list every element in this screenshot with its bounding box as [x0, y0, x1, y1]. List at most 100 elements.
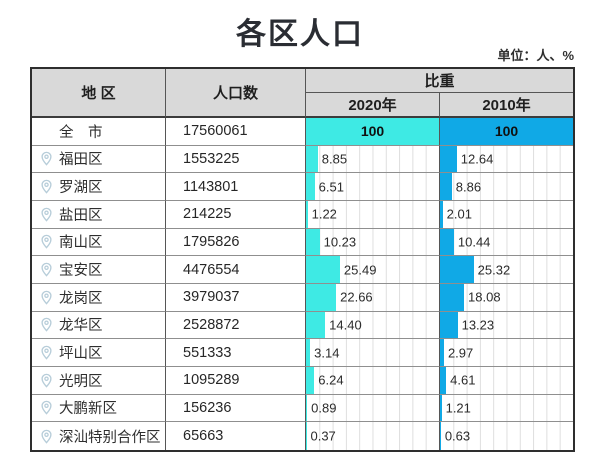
district-cell: 龙岗区: [32, 283, 166, 312]
district-name: 盐田区: [59, 207, 103, 224]
bar-2010: [440, 366, 447, 394]
population-cell: 156236: [166, 394, 306, 423]
population-cell: 214225: [166, 200, 306, 229]
bar-label-2010: 8.86: [455, 179, 482, 195]
population-value: 17560061: [183, 123, 248, 140]
bar-label-2010: 12.64: [460, 151, 494, 167]
population-cell: 3979037: [166, 283, 306, 312]
population-value: 1095289: [183, 372, 240, 389]
bar-cell-2010: 18.08: [440, 283, 573, 312]
district-cell: 坪山区: [32, 339, 166, 367]
population-cell: 1143801: [166, 173, 306, 201]
location-pin-icon: [40, 345, 53, 360]
bar-cell-2010: 2.01: [440, 200, 573, 229]
bar-cell-2010: 12.64: [440, 145, 573, 174]
bar-2010: [440, 118, 573, 145]
district-cell: 南山区: [32, 228, 166, 257]
bar-cell-2020: 1.22: [306, 200, 440, 229]
population-value: 1795826: [183, 233, 240, 250]
bar-2020: [306, 339, 311, 366]
bar-label-2020: 1.22: [311, 206, 337, 222]
bar-2010: [440, 256, 474, 283]
bar-cell-2020: 14.40: [306, 311, 440, 340]
header-proportion: 比重: [306, 69, 573, 93]
district-cell: 盐田区: [32, 200, 166, 229]
district-name: 南山区: [59, 235, 103, 252]
population-cell: 551333: [166, 339, 306, 367]
page-title: 各区人口: [236, 18, 364, 51]
population-value: 1553225: [183, 150, 240, 167]
bar-cell-2020: 8.85: [306, 145, 440, 174]
bar-cell-2010: 4.61: [440, 366, 573, 395]
population-value: 214225: [183, 206, 232, 223]
population-table: 地 区 人口数 比重 2020年 2010年 全 市 17560061 100 …: [30, 67, 575, 452]
bar-2020: [306, 311, 326, 339]
bar-cell-2020: 10.23: [306, 228, 440, 257]
header-year-2020: 2020年: [306, 93, 440, 118]
population-value: 551333: [183, 344, 232, 361]
bar-cell-2010: 100: [440, 118, 573, 146]
bar-2010: [440, 311, 458, 339]
district-name: 罗湖区: [59, 180, 103, 197]
bar-2010: [440, 228, 454, 256]
bar-label-2020: 6.24: [318, 372, 344, 388]
bar-cell-2010: 25.32: [440, 256, 573, 284]
bar-label-2020: 8.85: [321, 151, 348, 167]
district-name: 坪山区: [59, 346, 103, 363]
bar-2010: [440, 200, 443, 228]
bar-cell-2010: 10.44: [440, 228, 573, 257]
bar-cell-2020: 100: [306, 118, 440, 146]
bar-label-2010: 13.23: [461, 317, 495, 333]
bar-cell-2010: 8.86: [440, 173, 573, 201]
bar-label-2020: 6.51: [318, 179, 344, 195]
location-pin-icon: [40, 234, 53, 250]
population-value: 156236: [183, 399, 232, 416]
bar-label-2010: 10.44: [457, 234, 491, 250]
population-value: 2528872: [183, 316, 240, 333]
bar-label-2010: 4.61: [450, 372, 476, 388]
bar-2020: [306, 173, 315, 200]
header-district: 地 区: [32, 69, 166, 118]
district-name: 福田区: [59, 152, 103, 169]
bar-2020: [306, 228, 320, 256]
bar-label-2010: 1.21: [445, 400, 471, 416]
district-name: 龙岗区: [59, 290, 103, 307]
population-cell: 1095289: [166, 366, 306, 395]
bar-label-2010: 100: [494, 123, 519, 140]
population-cell: 1553225: [166, 145, 306, 174]
bar-label-2020: 3.14: [314, 345, 340, 361]
bar-cell-2010: 13.23: [440, 311, 573, 340]
bar-cell-2020: 0.89: [306, 394, 440, 423]
bar-2010: [440, 145, 457, 173]
bar-2020: [306, 145, 318, 173]
location-pin-icon: [40, 179, 53, 194]
district-name: 深汕特别合作区: [59, 429, 161, 446]
location-pin-icon: [40, 373, 53, 388]
bar-label-2010: 18.08: [468, 289, 501, 305]
header-population: 人口数: [166, 69, 306, 118]
district-cell: 罗湖区: [32, 173, 166, 201]
bar-cell-2020: 25.49: [306, 256, 440, 284]
district-cell: 宝安区: [32, 256, 166, 284]
location-pin-icon: [40, 262, 53, 277]
header-year-2010: 2010年: [440, 93, 573, 118]
unit-note: 单位：人、%: [497, 48, 574, 63]
bar-2010: [440, 422, 441, 450]
bar-2020: [306, 394, 308, 422]
bar-2020: [306, 366, 315, 394]
district-cell: 深汕特别合作区: [32, 422, 166, 450]
location-pin-icon: [40, 207, 53, 222]
bar-label-2020: 25.49: [343, 262, 377, 278]
location-pin-icon: [40, 400, 53, 416]
bar-label-2020: 10.23: [323, 234, 357, 250]
bar-cell-2020: 0.37: [306, 422, 440, 450]
district-cell: 龙华区: [32, 311, 166, 340]
bar-2020: [306, 200, 308, 228]
bar-2020: [306, 256, 340, 283]
bar-label-2010: 0.63: [444, 428, 471, 444]
bar-label-2020: 14.40: [329, 317, 362, 333]
bar-cell-2010: 0.63: [440, 422, 573, 450]
population-cell: 17560061: [166, 118, 306, 146]
district-name: 宝安区: [59, 263, 103, 280]
location-pin-icon: [40, 429, 53, 444]
